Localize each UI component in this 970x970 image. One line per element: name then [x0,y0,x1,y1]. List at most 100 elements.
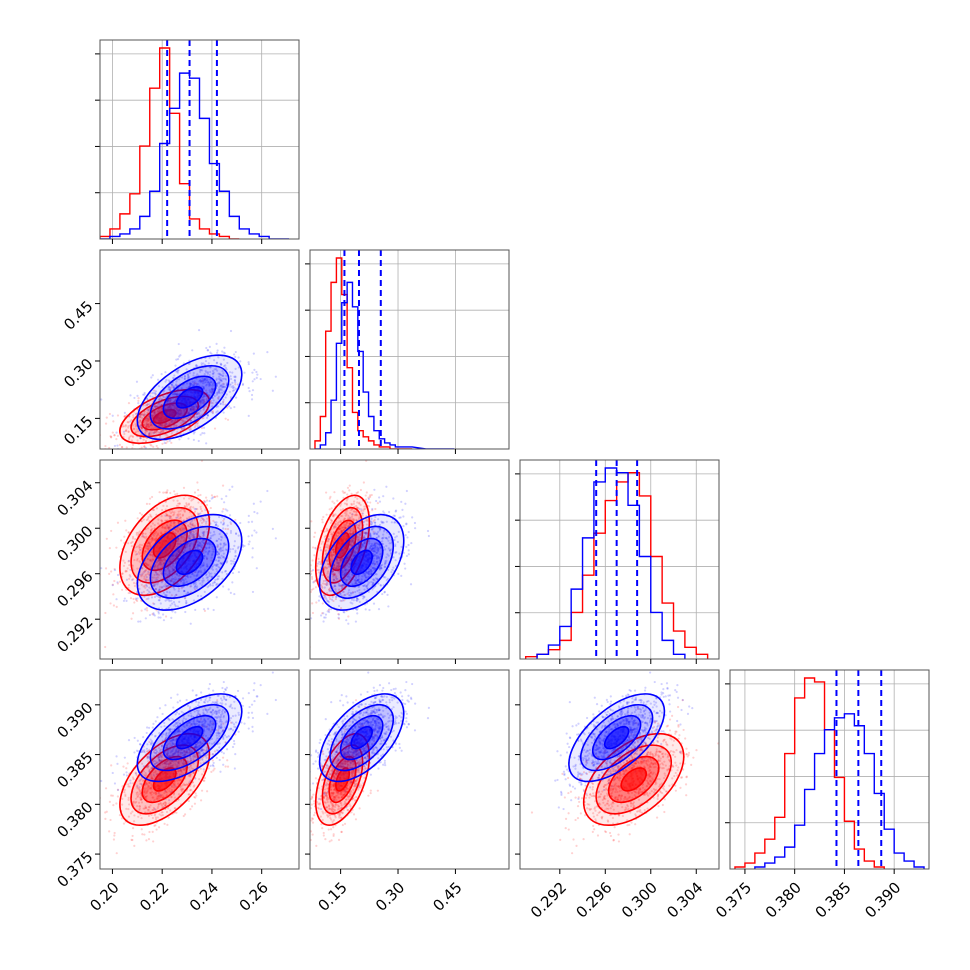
scatter-point [190,526,193,529]
scatter-point [205,416,209,419]
scatter-point [172,404,175,407]
scatter-point [201,517,204,520]
scatter-point [202,541,205,544]
scatter-point [226,524,229,527]
scatter-point [340,526,343,529]
scatter-point [140,426,143,430]
scatter-point [190,530,193,533]
scatter-point [350,532,353,536]
ytick-label: 0.296 [53,568,96,611]
scatter-point [141,535,144,538]
scatter-point [175,516,178,519]
scatter-point [147,432,151,435]
scatter-point [363,574,366,577]
scatter-point [143,412,146,416]
scatter-point [363,534,366,538]
scatter-point [141,566,144,570]
scatter-point [158,596,161,599]
scatter-point [148,433,151,436]
scatter-point [145,535,148,538]
scatter-point [200,546,204,549]
scatter-point [372,560,375,563]
scatter-point [339,558,342,561]
scatter-point [181,419,184,422]
scatter-point [373,518,376,522]
scatter-point [231,371,234,374]
scatter-point [110,529,113,533]
scatter-point [135,380,139,383]
scatter-point [212,550,216,553]
scatter-point [213,495,217,498]
scatter-point [193,382,196,385]
scatter-point [228,371,232,374]
scatter-point [337,571,340,574]
scatter-point [89,560,91,562]
scatter-point [196,571,199,574]
scatter-point [146,403,149,406]
scatter-point [230,559,233,562]
scatter-point [178,550,181,553]
scatter-point [228,405,231,408]
scatter-point [176,392,179,395]
scatter-point [364,532,367,535]
scatter-point [199,582,202,585]
scatter-point [160,407,163,411]
scatter-point [159,561,162,564]
scatter-point [357,578,360,582]
scatter-point [127,402,131,405]
scatter-point [226,361,229,365]
scatter-point [127,591,130,595]
scatter-point [326,572,329,575]
scatter-point [176,540,179,543]
scatter-point [166,514,169,517]
scatter-point [166,567,169,570]
scatter-point [363,542,366,545]
scatter-point [216,369,219,372]
scatter-point [326,543,329,546]
scatter-point [200,509,204,513]
scatter-point [113,568,117,572]
scatter-point [352,531,355,534]
scatter-point [182,408,185,411]
scatter-point [332,513,335,516]
scatter-point [193,510,197,513]
scatter-point [155,405,158,408]
scatter-point [180,587,183,590]
scatter-point [345,559,348,562]
scatter-point [192,533,196,536]
scatter-point [128,563,131,567]
scatter-point [219,384,222,387]
scatter-point [216,550,219,553]
scatter-point [155,431,158,434]
scatter-point [187,537,190,540]
scatter-point [195,404,198,408]
scatter-point [215,393,218,396]
scatter-point [128,438,131,441]
scatter-point [208,345,211,348]
scatter-point [157,385,161,388]
scatter-point [234,375,237,378]
scatter-point [364,494,367,497]
scatter-point [326,582,329,585]
scatter-point [161,423,164,426]
scatter-point [193,536,196,539]
scatter-point [338,558,341,562]
scatter-point [364,531,367,534]
scatter-point [202,579,205,582]
scatter-point [148,403,151,406]
scatter-point [354,495,357,499]
scatter-point [203,381,206,384]
scatter-point [243,544,246,548]
scatter-point [175,573,179,576]
scatter-point [173,405,176,408]
scatter-point [169,565,172,568]
scatter-point [173,399,177,402]
scatter-point [217,372,220,375]
scatter-point [202,416,205,420]
scatter-point [314,586,318,589]
scatter-point [231,571,235,575]
scatter-point [172,513,176,516]
scatter-point [138,560,141,563]
scatter-point [124,425,127,428]
scatter-point [123,432,126,436]
